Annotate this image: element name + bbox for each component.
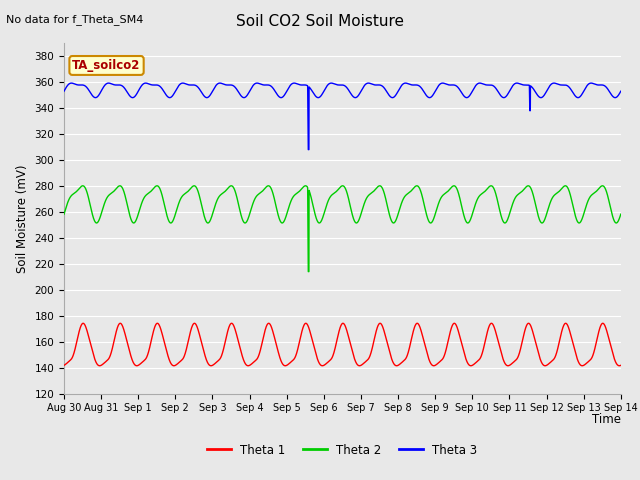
Y-axis label: Soil Moisture (mV): Soil Moisture (mV) bbox=[16, 164, 29, 273]
Text: No data for f_Theta_SM4: No data for f_Theta_SM4 bbox=[6, 14, 144, 25]
Text: TA_soilco2: TA_soilco2 bbox=[72, 59, 141, 72]
Text: Soil CO2 Soil Moisture: Soil CO2 Soil Moisture bbox=[236, 14, 404, 29]
Legend: Theta 1, Theta 2, Theta 3: Theta 1, Theta 2, Theta 3 bbox=[203, 439, 482, 461]
X-axis label: Time: Time bbox=[592, 413, 621, 426]
